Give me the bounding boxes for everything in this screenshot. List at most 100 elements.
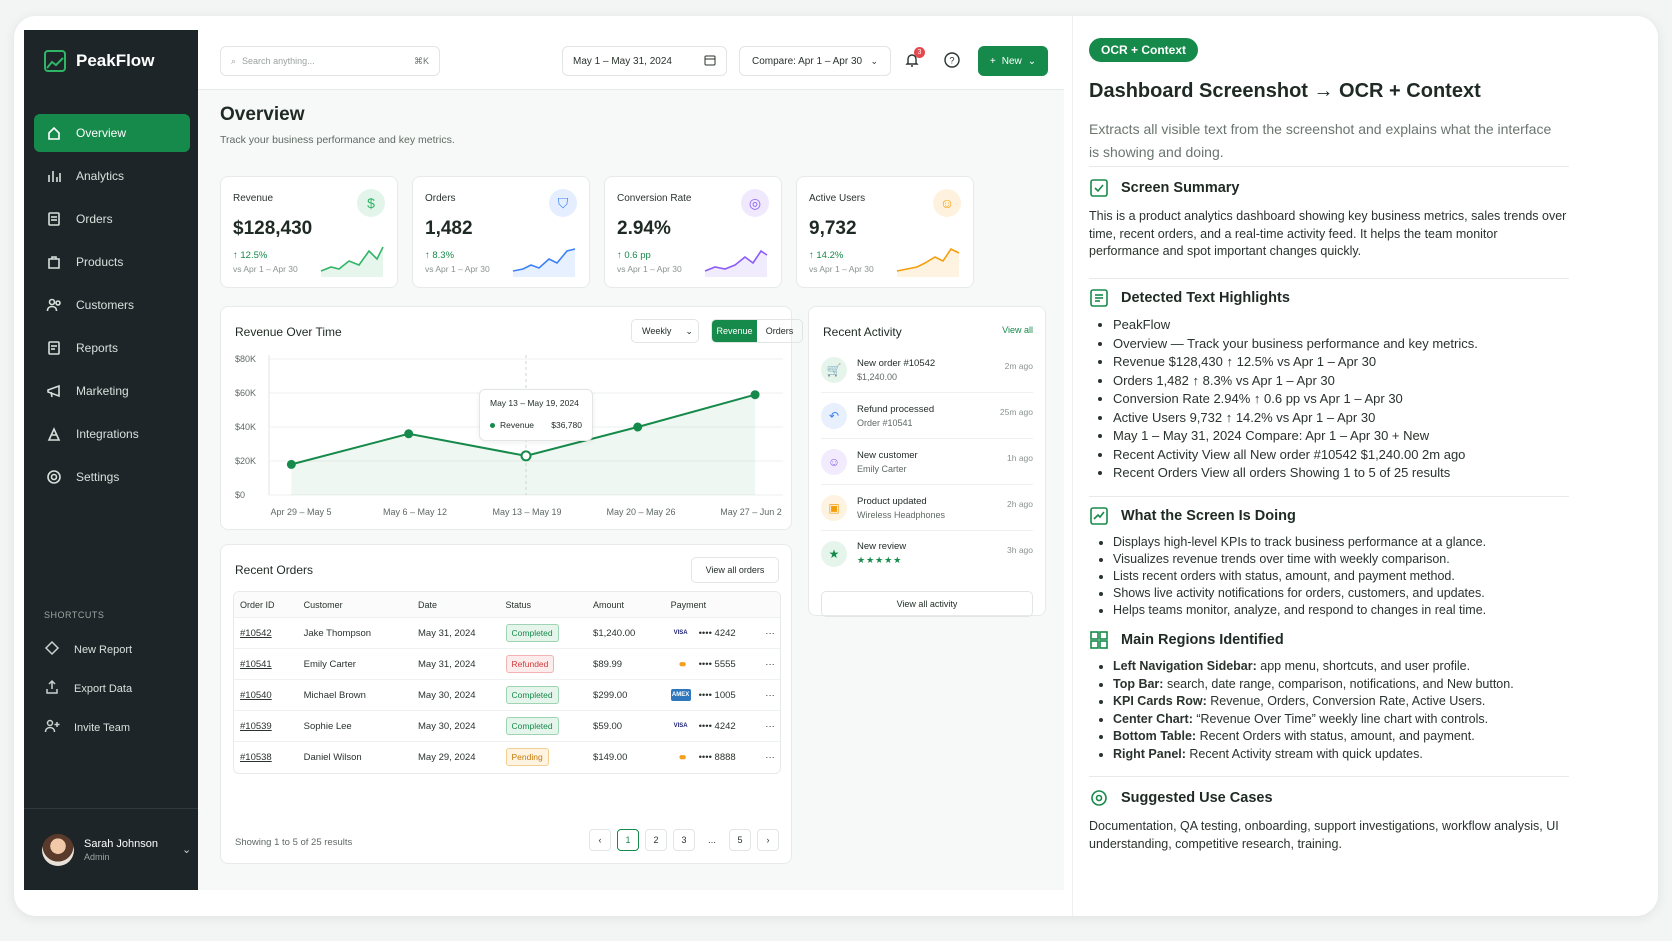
activity-time: 25m ago: [999, 407, 1033, 417]
more-actions-icon[interactable]: ···: [765, 658, 775, 670]
more-actions-icon[interactable]: ···: [765, 720, 775, 732]
data-point: [520, 450, 532, 462]
view-all-link[interactable]: View all: [1002, 325, 1033, 335]
highlight-item: Recent Activity View all New order #1054…: [1113, 446, 1569, 465]
sidebar-item-overview[interactable]: Overview: [34, 114, 190, 152]
amount-cell: $89.99: [593, 658, 623, 670]
sidebar-item-products[interactable]: Products: [34, 243, 190, 281]
activity-subtitle: ★★★★★: [857, 555, 903, 565]
kpi-card-revenue[interactable]: Revenue $128,430 ↑ 12.5% vs Apr 1 – Apr 30 $: [220, 176, 398, 288]
kpi-card-orders[interactable]: Orders 1,482 ↑ 8.3% vs Apr 1 – Apr 30 ⛉: [412, 176, 590, 288]
page-2-button[interactable]: 2: [645, 829, 667, 851]
grid-icon: [1090, 631, 1108, 649]
help-button[interactable]: ?: [944, 52, 960, 73]
kpi-card-active-users[interactable]: Active Users 9,732 ↑ 14.2% vs Apr 1 – Apr 3…: [796, 176, 974, 288]
status-cell: Completed: [505, 685, 594, 704]
kpi-compare: vs Apr 1 – Apr 30: [233, 264, 298, 274]
new-button[interactable]: + New ⌄: [978, 46, 1048, 76]
logo[interactable]: PeakFlow: [44, 50, 154, 72]
region-item: Top Bar: search, date range, comparison,…: [1113, 676, 1569, 694]
region-item: Right Panel: Recent Activity stream with…: [1113, 746, 1569, 764]
more-actions-icon[interactable]: ···: [765, 689, 775, 701]
prev-page-button[interactable]: ‹: [589, 829, 611, 851]
report-icon: [46, 340, 62, 356]
next-page-button[interactable]: ›: [757, 829, 779, 851]
x-tick-label: May 6 – May 12: [383, 507, 447, 517]
toggle-orders[interactable]: Orders: [765, 326, 794, 336]
payment-cell: AMEX •••• 1005: [670, 689, 761, 701]
activity-time: 2h ago: [1007, 499, 1033, 509]
amount-cell: $59.00: [593, 720, 623, 732]
order-id-link[interactable]: #10538: [240, 752, 272, 763]
sidebar-item-integrations[interactable]: Integrations: [34, 415, 190, 453]
activity-item[interactable]: ☺ New customer Emily Carter 1h ago: [821, 439, 1033, 484]
visa-card-icon: VISA: [670, 627, 691, 639]
toggle-revenue[interactable]: Revenue: [712, 320, 757, 342]
search-input[interactable]: ⌕ Search anything... ⌘K: [220, 46, 440, 76]
order-id-link[interactable]: #10540: [240, 689, 272, 701]
shortcut-new-report[interactable]: New Report: [44, 640, 132, 659]
visa-card-icon: VISA: [670, 720, 691, 732]
highlight-item: Conversion Rate 2.94% ↑ 0.6 pp vs Apr 1 …: [1113, 390, 1569, 409]
shortcut-export-data[interactable]: Export Data: [44, 679, 132, 698]
kpi-delta: ↑ 14.2%: [809, 250, 844, 261]
search-shortcut: ⌘K: [413, 55, 429, 66]
chevron-down-icon[interactable]: ⌄: [182, 844, 192, 856]
sidebar-item-analytics[interactable]: Analytics: [34, 157, 190, 195]
granularity-select[interactable]: Weekly ⌄: [631, 319, 699, 343]
activity-icon: [1090, 507, 1108, 525]
sidebar-item-orders[interactable]: Orders: [34, 200, 190, 238]
status-cell: Completed: [505, 623, 594, 642]
sparkline: [512, 248, 576, 277]
view-all-activity-button[interactable]: View all activity: [821, 591, 1033, 617]
activity-subtitle: Wireless Headphones: [857, 509, 946, 520]
view-all-orders-button[interactable]: View all orders: [691, 557, 779, 583]
kpi-card-conversion-rate[interactable]: Conversion Rate 2.94% ↑ 0.6 pp vs Apr 1 – A…: [604, 176, 782, 288]
section-heading: Main Regions Identified: [1121, 632, 1284, 648]
divider: [821, 484, 1033, 485]
kpi-value: 2.94%: [617, 218, 671, 239]
card-last4: •••• 1005: [698, 689, 736, 701]
activity-item[interactable]: ↶ Refund processed Order #10541 25m ago: [821, 393, 1033, 438]
sidebar-item-settings[interactable]: Settings: [34, 458, 190, 496]
order-id-link[interactable]: #10541: [240, 658, 272, 670]
page-5-button[interactable]: 5: [729, 829, 751, 851]
activity-item[interactable]: ★ New review ★★★★★ 3h ago: [821, 531, 1033, 576]
notifications-button[interactable]: 3: [904, 47, 925, 73]
shortcut-invite-team[interactable]: Invite Team: [44, 718, 130, 737]
highlight-item: Active Users 9,732 ↑ 14.2% vs Apr 1 – Ap…: [1113, 409, 1569, 428]
table-row[interactable]: #10540 Michael Brown May 30, 2024 Completed…: [234, 680, 780, 711]
order-id-link[interactable]: #10539: [240, 720, 272, 732]
invite-icon: [44, 718, 60, 737]
compare-select[interactable]: Compare: Apr 1 – Apr 30 ⌄: [739, 46, 891, 76]
activity-icon: ↶: [821, 402, 847, 429]
sidebar-item-customers[interactable]: Customers: [34, 286, 190, 324]
chevron-down-icon: ⌄: [1027, 55, 1037, 67]
date-range-picker[interactable]: May 1 – May 31, 2024: [562, 46, 727, 76]
table-row[interactable]: #10539 Sophie Lee May 30, 2024 Completed $59…: [234, 711, 780, 742]
sidebar-item-reports[interactable]: Reports: [34, 329, 190, 367]
help-icon: ?: [944, 52, 960, 68]
orders-title: Recent Orders: [235, 563, 314, 577]
user-profile[interactable]: Sarah Johnson Admin ⌄: [24, 808, 198, 890]
sidebar-nav: Overview Analytics Orders Products Customers…: [34, 114, 190, 501]
region-description: search, date range, comparison, notifica…: [1163, 676, 1514, 691]
activity-item[interactable]: 🛒 New order #10542 $1,240.00 2m ago: [821, 347, 1033, 392]
sidebar-item-marketing[interactable]: Marketing: [34, 372, 190, 410]
diamond-icon: [44, 640, 60, 659]
table-row[interactable]: #10541 Emily Carter May 31, 2024 Refunded $8…: [234, 649, 780, 680]
y-tick-label: $40K: [235, 422, 256, 432]
more-actions-icon[interactable]: ···: [765, 627, 775, 639]
table-row[interactable]: #10538 Daniel Wilson May 29, 2024 Pending $1…: [234, 742, 780, 773]
region-item: KPI Cards Row: Revenue, Orders, Conversi…: [1113, 693, 1569, 711]
shortcuts-heading: SHORTCUTS: [44, 610, 105, 620]
order-id-link[interactable]: #10542: [240, 627, 272, 639]
page-1-button[interactable]: 1: [617, 829, 639, 851]
pagination-summary: Showing 1 to 5 of 25 results: [235, 837, 353, 848]
more-actions-icon[interactable]: ···: [765, 752, 775, 763]
page-3-button[interactable]: 3: [673, 829, 695, 851]
activity-item[interactable]: ▣ Product updated Wireless Headphones 2h ag…: [821, 485, 1033, 530]
table-row[interactable]: #10542 Jake Thompson May 31, 2024 Completed…: [234, 618, 780, 649]
highlights-section: Detected Text Highlights PeakFlowOvervie…: [1089, 288, 1569, 483]
section-heading: What the Screen Is Doing: [1121, 508, 1296, 524]
